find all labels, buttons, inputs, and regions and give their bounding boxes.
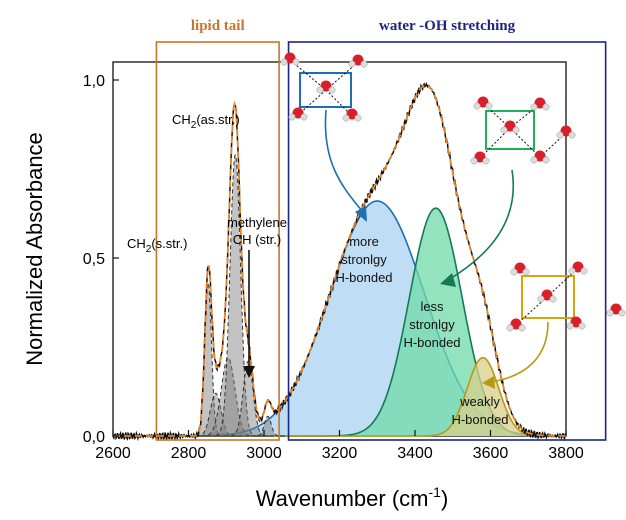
arrow-less [447, 169, 514, 281]
y-tick-label-0: 0,0 [83, 429, 105, 446]
water-cluster-icon-weak [506, 261, 626, 332]
water-cluster-icon-strong [280, 52, 368, 122]
lipid-tail-region [155, 41, 280, 441]
peak-label-ch2-sym: CH2(s.str.) [127, 236, 187, 255]
component-label-0-2: H-bonded [335, 270, 392, 285]
y-axis-ticks: 0,0 0,5 1,0 [83, 73, 119, 446]
arrow-less-head [440, 273, 456, 287]
component-labels: more stronlgy H-bonded less stronlgy H-bonded… [335, 234, 508, 427]
x-axis-ticks: 2600 2800 3000 3200 3400 3600 3800 [95, 430, 584, 462]
lipid-component-3 [208, 153, 262, 437]
lipid-tail-title: lipid tail [191, 18, 245, 34]
x-axis-label: Wavenumber (cm-1) [256, 484, 449, 511]
peak-label-methylene: methylene [227, 215, 287, 230]
component-label-0-1: stronlgy [341, 252, 387, 267]
component-label-1-2: H-bonded [403, 335, 460, 350]
arrow-strong [324, 109, 364, 213]
water-oh-region [287, 41, 607, 441]
peak-label-ch-str: CH (str.) [233, 232, 281, 247]
component-label-2-0: weakly [459, 394, 500, 409]
arrow-strong-head [355, 206, 367, 222]
water-component-fill-2 [113, 357, 566, 436]
water-oh-title: water -OH stretching [379, 18, 516, 34]
component-label-1-1: stronlgy [409, 317, 455, 332]
arrow-weak-head [482, 376, 495, 389]
component-label-1-0: less [420, 299, 444, 314]
arrow-weak [489, 321, 549, 383]
methylene-arrow-head [243, 366, 255, 378]
x-tick-label-3400: 3400 [397, 445, 433, 462]
y-axis-label: Normalized Absorbance [22, 132, 47, 366]
x-tick-label-3600: 3600 [473, 445, 509, 462]
water-component-fill-1 [113, 208, 566, 436]
x-tick-label-2600: 2600 [95, 445, 131, 462]
x-tick-label-2800: 2800 [171, 445, 207, 462]
water-cluster-icon-less [470, 96, 576, 165]
fit-envelope-line [113, 84, 566, 437]
lipid-component-2 [194, 357, 263, 437]
x-tick-label-3000: 3000 [246, 445, 282, 462]
y-tick-label-1: 0,5 [83, 251, 105, 268]
component-label-0-0: more [349, 234, 379, 249]
x-tick-label-3200: 3200 [322, 445, 358, 462]
y-tick-label-2: 1,0 [83, 73, 105, 90]
peak-label-ch2-asym: CH2(as.str.) [172, 112, 240, 131]
component-label-2-1: H-bonded [451, 412, 508, 427]
x-tick-label-3800: 3800 [548, 445, 584, 462]
